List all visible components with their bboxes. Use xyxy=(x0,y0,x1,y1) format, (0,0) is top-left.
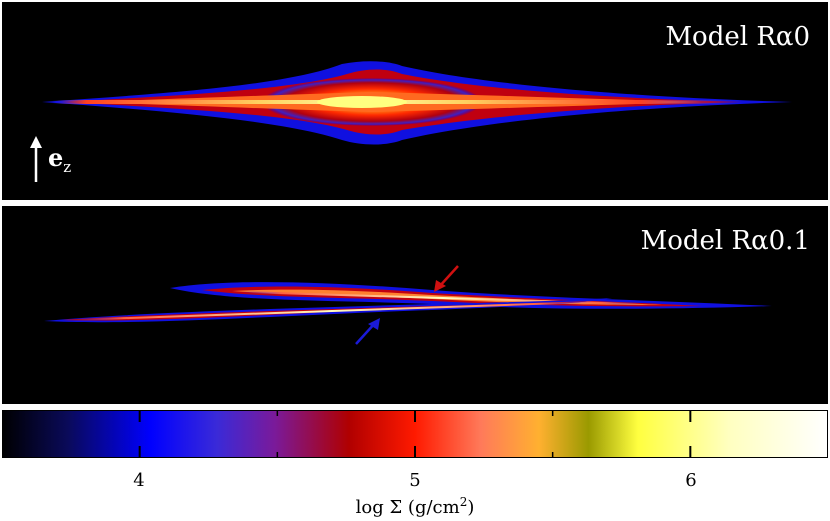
colorbar-tick-label-4: 4 xyxy=(133,470,145,491)
colorbar-tick-label-5: 5 xyxy=(409,470,421,491)
disk-hot-center xyxy=(317,96,407,108)
disk-density-map-top xyxy=(30,61,792,182)
disk-density-map-bottom xyxy=(44,265,772,345)
ez-label: ez xyxy=(48,143,72,176)
colorbar xyxy=(2,410,828,458)
colorbar-tick-label-6: 6 xyxy=(685,470,697,491)
colorbar-ticks xyxy=(2,410,828,458)
model-label-top: Model Rα0 xyxy=(665,22,810,52)
lower-ring-midplane xyxy=(71,301,593,321)
lower-ring-arrow-head xyxy=(368,318,380,330)
panel-model-ralpha0: Model Rα0 ez xyxy=(2,2,828,200)
model-label-bottom: Model Rα0.1 xyxy=(640,226,810,256)
colorbar-label: log Σ (g/cm2) xyxy=(355,495,475,518)
panel-model-ralpha0-1: Model Rα0.1 xyxy=(2,206,828,404)
upper-ring-arrow-head xyxy=(434,280,446,292)
ez-arrow-head xyxy=(30,136,42,148)
